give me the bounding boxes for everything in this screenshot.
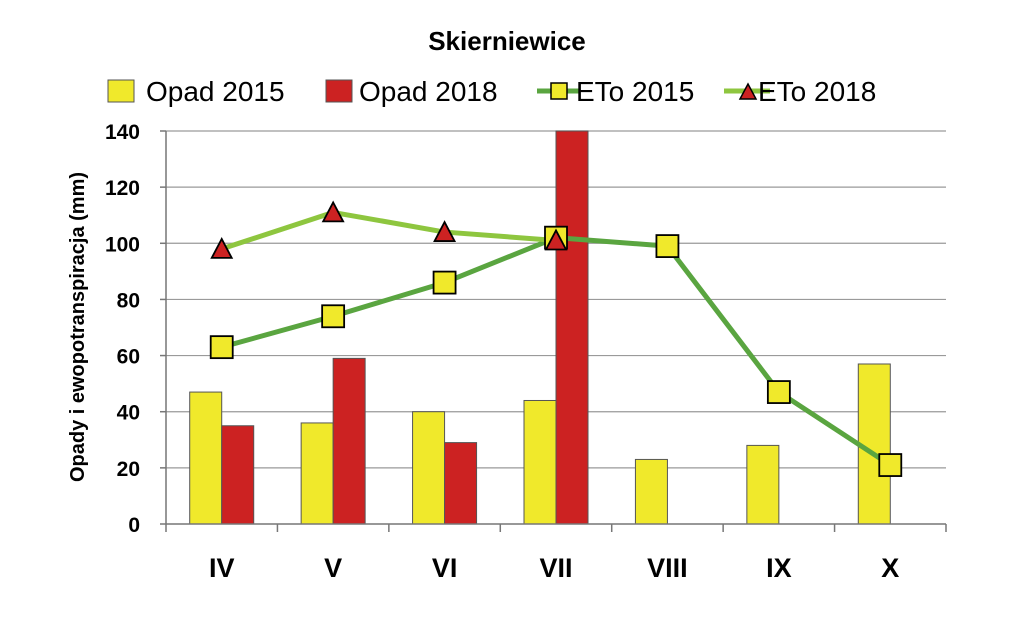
legend: Opad 2015 Opad 2018 ETo 2015 ETo 2018	[107, 76, 876, 107]
bar-opad-2015-viii	[634, 458, 668, 525]
point-eto-2015-viii	[655, 234, 680, 258]
bar-opad-2015-v	[300, 422, 334, 525]
bar-opad-2015-vii	[523, 399, 557, 525]
bar-opad-2018-iv	[221, 425, 255, 525]
bar-opad-2015-x	[857, 363, 891, 525]
y-tick-label: 120	[105, 177, 140, 200]
legend-swatch-opad-2015	[107, 79, 135, 103]
bar-opad-2015-iv	[189, 391, 223, 525]
legend-marker-eto-2015	[550, 82, 568, 100]
x-tick-label: VIII	[647, 553, 688, 583]
y-tick-label: 20	[117, 458, 140, 481]
x-tick-label: V	[324, 553, 342, 583]
y-tick-label: 40	[117, 402, 140, 425]
x-tick-label: VII	[539, 553, 572, 583]
legend-label-eto-2018: ETo 2018	[758, 76, 876, 107]
bar-opad-2015-vi	[412, 411, 446, 525]
point-eto-2018-v	[321, 200, 345, 223]
legend-label-opad-2015: Opad 2015	[146, 76, 285, 107]
x-tick-label: IV	[209, 553, 235, 583]
bar-opad-2015-ix	[746, 444, 780, 525]
point-eto-2015-ix	[766, 380, 791, 404]
bar-opad-2018-v	[332, 357, 366, 525]
y-tick-label: 140	[105, 121, 140, 144]
y-tick-label: 60	[117, 346, 140, 369]
y-tick-label: 80	[117, 289, 140, 312]
point-eto-2015-x	[878, 453, 903, 477]
bar-opad-2018-vi	[444, 442, 478, 525]
point-eto-2015-v	[321, 304, 346, 329]
line-eto-2018	[220, 209, 557, 252]
point-eto-2018-vii	[544, 228, 568, 251]
legend-marker-eto-2018	[738, 82, 758, 100]
legend-label-eto-2015: ETo 2015	[576, 76, 694, 107]
x-tick-label: VI	[432, 553, 458, 583]
point-eto-2015-vi	[432, 270, 457, 295]
point-eto-2018-iv	[210, 236, 234, 259]
legend-swatch-opad-2018	[325, 79, 353, 103]
y-tick-label: 0	[128, 514, 140, 537]
x-tick-label: IX	[766, 553, 792, 583]
point-eto-2018-vi	[433, 220, 457, 242]
y-axis-label: Opady i ewopotranspiracja (mm)	[67, 172, 89, 482]
point-eto-2015-iv	[209, 335, 234, 360]
chart-title: Skierniewice	[428, 26, 586, 56]
x-tick-label: X	[881, 553, 899, 583]
bar-opad-2018-vii	[555, 130, 589, 525]
legend-label-opad-2018: Opad 2018	[359, 76, 498, 107]
y-tick-label: 100	[105, 233, 140, 256]
